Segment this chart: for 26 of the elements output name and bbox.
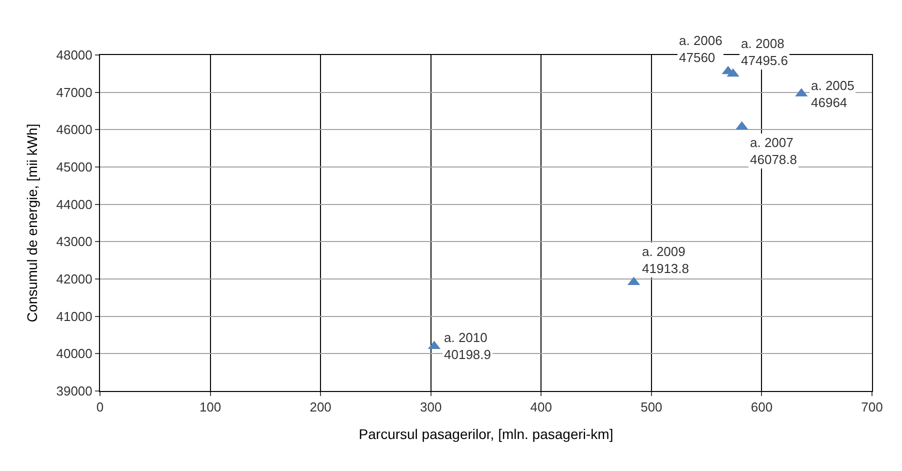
x-tick-label: 600: [750, 400, 773, 415]
y-tick-label: 42000: [56, 272, 92, 287]
data-label: a. 2009 41913.8: [642, 244, 689, 276]
data-label: a. 2006 47560: [679, 33, 722, 65]
data-label: a. 2005 46964: [811, 78, 854, 110]
y-tick-label: 43000: [56, 234, 92, 250]
y-tick-label: 46000: [56, 122, 92, 138]
x-axis-title: Parcursul pasagerilor, [mln. pasageri-km]: [358, 426, 614, 442]
x-tick-label: 400: [530, 400, 552, 415]
data-label: a. 2008 47495.6: [741, 36, 788, 68]
y-tick-label: 39000: [56, 384, 92, 399]
x-tick-label: 100: [199, 400, 222, 415]
y-tick-label: 40000: [56, 346, 92, 362]
y-axis-title: Consumul de energie, [mii kWh]: [24, 124, 40, 322]
x-tick-label: 300: [420, 400, 442, 415]
y-tick-label: 48000: [56, 48, 92, 63]
x-tick-label: 200: [310, 400, 332, 415]
data-label: a. 2007 46078.8: [750, 135, 797, 167]
y-tick-label: 47000: [56, 84, 92, 100]
y-tick-label: 45000: [56, 160, 92, 175]
x-tick-label: 700: [861, 400, 883, 415]
x-tick-label: 0: [96, 400, 104, 415]
data-label: a. 2010 40198.9: [444, 330, 491, 362]
y-tick-label: 41000: [56, 308, 92, 324]
y-tick-label: 44000: [56, 196, 92, 212]
x-tick-label: 500: [640, 400, 662, 415]
